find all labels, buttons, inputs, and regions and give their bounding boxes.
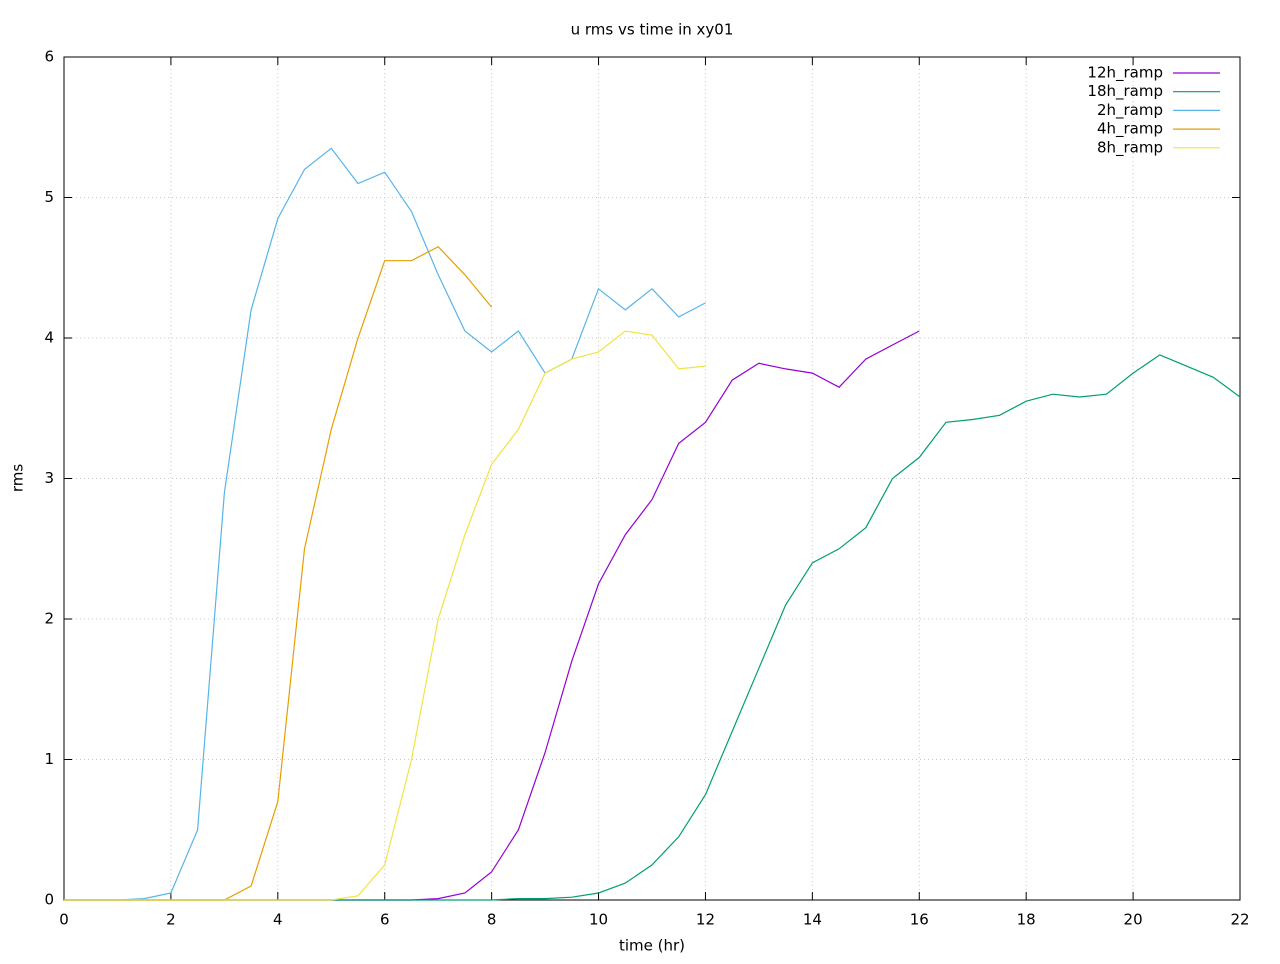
x-tick-label: 12: [696, 911, 715, 929]
y-axis-label: rms: [9, 464, 27, 493]
x-tick-label: 4: [273, 911, 283, 929]
y-tick-label: 0: [44, 891, 54, 909]
y-tick-label: 4: [44, 329, 54, 347]
x-tick-label: 10: [589, 911, 608, 929]
y-tick-label: 6: [44, 48, 54, 66]
legend-label: 18h_ramp: [1087, 82, 1163, 101]
legend-label: 2h_ramp: [1097, 101, 1163, 120]
y-tick-label: 3: [44, 469, 54, 487]
x-axis-label: time (hr): [619, 937, 685, 955]
x-tick-label: 20: [1124, 911, 1143, 929]
series-line: [64, 330, 706, 901]
x-tick-label: 2: [166, 911, 176, 929]
x-tick-label: 18: [1017, 911, 1036, 929]
x-tick-label: 14: [803, 911, 822, 929]
plot-frame: [63, 56, 1241, 901]
y-tick-label: 5: [44, 188, 54, 206]
legend-label: 4h_ramp: [1097, 120, 1163, 139]
y-tick-label: 2: [44, 610, 54, 628]
x-tick-label: 6: [380, 911, 390, 929]
x-tick-label: 22: [1230, 911, 1249, 929]
chart-title: u rms vs time in xy01: [571, 21, 734, 39]
legend-label: 8h_ramp: [1097, 138, 1163, 157]
legend-label: 12h_ramp: [1087, 64, 1163, 83]
y-tick-label: 1: [44, 750, 54, 768]
x-tick-label: 0: [59, 911, 69, 929]
x-tick-label: 8: [487, 911, 497, 929]
series-line: [64, 147, 706, 901]
x-tick-label: 16: [910, 911, 929, 929]
